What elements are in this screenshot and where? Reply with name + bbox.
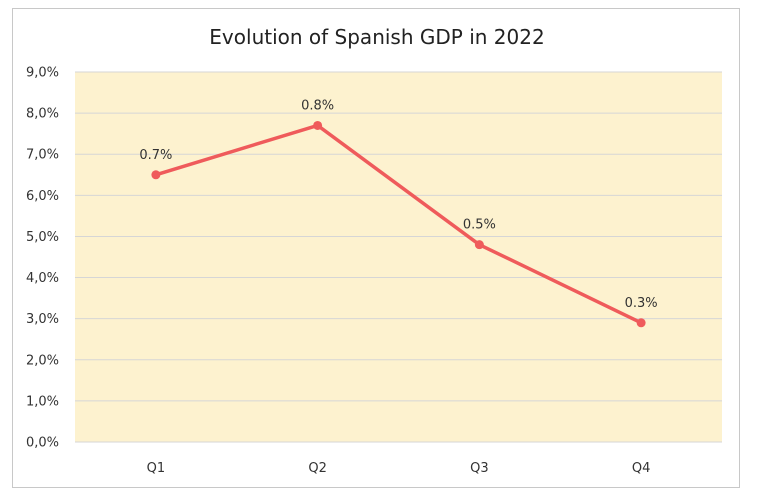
series-layer: 0.7% 0.8% 0.5% 0.3%: [139, 98, 658, 328]
y-tick-label: 1,0%: [26, 394, 59, 409]
y-tick-label: 7,0%: [26, 148, 59, 163]
x-tick-label: Q2: [308, 461, 327, 476]
gridlines: [75, 71, 722, 443]
plot-area: [75, 72, 722, 442]
chart-title: Evolution of Spanish GDP in 2022: [209, 25, 544, 49]
data-point: [151, 170, 161, 180]
x-axis-ticks: Q1 Q2 Q3 Q4: [147, 461, 651, 476]
y-tick-label: 0,0%: [26, 436, 59, 451]
y-tick-label: 9,0%: [26, 66, 59, 81]
y-tick-label: 4,0%: [26, 271, 59, 286]
x-tick-label: Q3: [470, 461, 489, 476]
y-tick-label: 2,0%: [26, 353, 59, 368]
y-tick-label: 8,0%: [26, 107, 59, 122]
x-tick-label: Q4: [632, 461, 651, 476]
data-point: [313, 120, 323, 130]
y-tick-label: 3,0%: [26, 312, 59, 327]
x-tick-label: Q1: [147, 461, 166, 476]
data-label: 0.8%: [301, 98, 334, 113]
y-tick-label: 5,0%: [26, 230, 59, 245]
data-label: 0.7%: [139, 148, 172, 163]
data-point: [474, 240, 484, 250]
y-tick-label: 6,0%: [26, 189, 59, 204]
y-axis-ticks: 0,0% 1,0% 2,0% 3,0% 4,0% 5,0% 6,0% 7,0% 8,0% 9,0%: [26, 66, 59, 451]
data-label: 0.3%: [625, 296, 658, 311]
series-line: [154, 123, 643, 325]
data-label: 0.5%: [463, 218, 496, 233]
data-point: [636, 318, 646, 328]
